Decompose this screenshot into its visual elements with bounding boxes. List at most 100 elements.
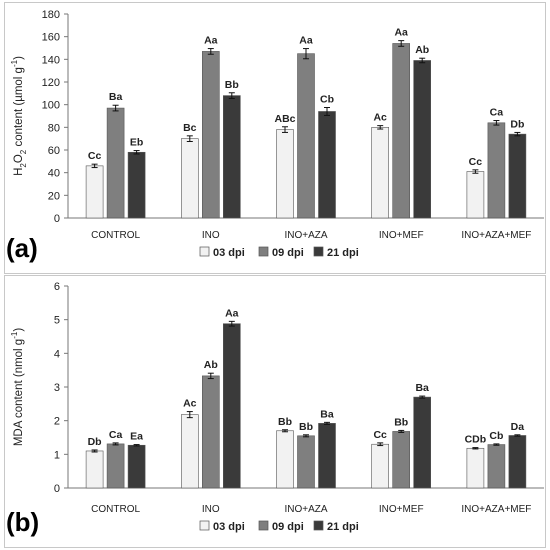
- data-label: ABc: [274, 113, 295, 125]
- bar: [413, 60, 432, 219]
- data-label: Bb: [394, 416, 408, 428]
- y-axis-label-part: ): [13, 56, 25, 60]
- y-tick-label: 2: [54, 416, 60, 428]
- bar: [202, 51, 220, 219]
- category-label: INO+AZA+MEF: [461, 230, 531, 241]
- y-axis-label-part: 2: [19, 163, 28, 168]
- legend-label: 03 dpi: [213, 247, 245, 259]
- y-tick-label: 140: [42, 54, 60, 66]
- bar: [318, 423, 336, 489]
- data-label: Cc: [373, 429, 387, 441]
- data-label: Db: [510, 118, 524, 130]
- y-axis-label-part: 2: [19, 149, 28, 154]
- bar: [318, 111, 336, 219]
- y-axis-label-part: content (µmol g: [13, 67, 25, 150]
- y-axis-label: MDA content (nmol g-1): [10, 328, 25, 447]
- category-label: INO+AZA: [284, 504, 327, 515]
- panel-a-frame: [4, 2, 546, 274]
- bar: [127, 151, 146, 219]
- y-tick-label: 3: [54, 382, 60, 394]
- bar: [106, 443, 125, 489]
- bar: [392, 43, 411, 219]
- y-tick-label: 160: [42, 32, 60, 44]
- bar: [371, 127, 390, 219]
- panel-b-frame: [4, 275, 546, 548]
- legend-label: 21 dpi: [327, 521, 359, 533]
- bar: [223, 95, 241, 219]
- legend-swatch: [199, 520, 210, 531]
- data-label: Ba: [320, 408, 334, 420]
- chart-panel-b: 0 1 2 3 4 5 6 MDA content (nmol g-1) Db Ca Ea CONTR…: [6, 281, 544, 537]
- data-label: Bb: [225, 79, 239, 91]
- y-axis-label-part: ): [13, 328, 25, 332]
- bar: [508, 435, 527, 489]
- bar: [508, 133, 527, 219]
- bar: [297, 435, 315, 489]
- y-tick-label: 5: [54, 315, 60, 327]
- category-label: CONTROL: [91, 504, 140, 515]
- bar: [276, 129, 294, 219]
- category-label: INO+AZA+MEF: [461, 504, 531, 515]
- bar: [466, 171, 485, 219]
- data-label: Aa: [225, 307, 239, 319]
- bar: [392, 431, 411, 489]
- bar: [487, 444, 506, 489]
- data-label: Ab: [204, 359, 218, 371]
- bar: [181, 138, 199, 219]
- data-label: Eb: [130, 137, 143, 149]
- data-label: Ca: [109, 429, 123, 441]
- y-axis-label-part: H: [13, 168, 25, 176]
- bar: [297, 53, 315, 219]
- data-label: Da: [511, 421, 525, 433]
- y-tick-label: 40: [48, 168, 60, 180]
- y-tick-label: 180: [42, 9, 60, 21]
- data-label: Cb: [320, 94, 334, 106]
- legend-swatch: [199, 246, 210, 257]
- y-tick-label: 6: [54, 281, 60, 293]
- y-axis-label-part: O: [13, 154, 25, 163]
- data-label: Aa: [394, 27, 408, 39]
- legend-label: 09 dpi: [272, 247, 304, 259]
- bar: [276, 430, 294, 489]
- legend-label: 21 dpi: [327, 247, 359, 259]
- data-label: Ab: [415, 44, 429, 56]
- data-label: Db: [88, 436, 102, 448]
- data-label: Ba: [109, 91, 123, 103]
- bar: [127, 444, 146, 489]
- panel-label: (a): [6, 233, 38, 263]
- data-label: Aa: [299, 35, 313, 47]
- data-label: Cc: [88, 150, 102, 162]
- y-tick-label: 60: [48, 145, 60, 157]
- category-label: INO: [202, 230, 220, 241]
- category-label: CONTROL: [91, 230, 140, 241]
- data-label: Bb: [278, 416, 292, 428]
- legend-label: 03 dpi: [213, 521, 245, 533]
- y-tick-label: 100: [42, 100, 60, 112]
- data-label: Ac: [373, 112, 387, 124]
- data-label: Cc: [469, 156, 483, 168]
- legend-swatch: [313, 520, 324, 531]
- category-label: INO+MEF: [379, 230, 424, 241]
- y-axis-label: H2O2 content (µmol g-1): [10, 56, 28, 176]
- y-tick-label: 0: [54, 483, 60, 495]
- legend-swatch: [258, 520, 269, 531]
- y-axis-label-part: -1: [10, 59, 19, 67]
- data-label: Aa: [204, 35, 218, 47]
- data-label: Cb: [489, 430, 503, 442]
- data-label: Ac: [183, 398, 197, 410]
- bar: [487, 122, 506, 219]
- y-axis-label-part: MDA content (nmol g: [13, 339, 25, 446]
- y-tick-label: 20: [48, 190, 60, 202]
- y-axis-label-part: -1: [10, 331, 19, 339]
- bar: [413, 396, 432, 489]
- category-label: INO: [202, 504, 220, 515]
- bar: [85, 165, 104, 219]
- panel-label: (b): [6, 507, 39, 537]
- data-label: Ca: [490, 107, 504, 119]
- category-label: INO+MEF: [379, 504, 424, 515]
- y-tick-label: 120: [42, 77, 60, 89]
- bar: [181, 414, 199, 489]
- data-label: Ea: [130, 431, 143, 443]
